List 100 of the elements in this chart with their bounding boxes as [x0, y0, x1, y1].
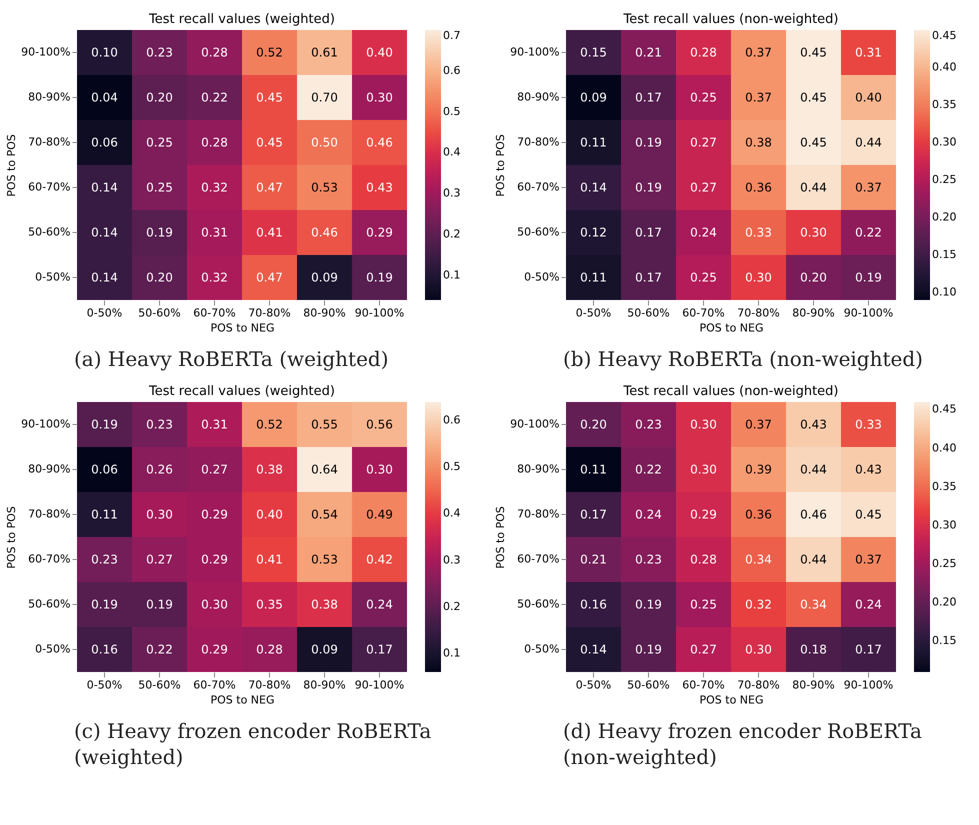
color-bar-label: 0.1 — [443, 268, 460, 282]
data-label: 0.22 — [855, 226, 882, 240]
x-tick-label: 90-100% — [354, 306, 404, 320]
y-tick-label: 70-80% — [517, 508, 560, 520]
data-label: 0.40 — [256, 508, 283, 522]
data-label: 0.21 — [635, 46, 662, 60]
text: (d) Heavy frozen encoder RoBERTa (non-weighted) — [562, 718, 923, 770]
data-label: 0.44 — [800, 462, 827, 476]
y-tick-label: 80-90% — [28, 462, 70, 476]
data-label: 0.31 — [201, 226, 228, 240]
data-label: 0.24 — [690, 226, 717, 240]
y-tick-label: 90-100% — [21, 418, 70, 430]
data-label: 0.14 — [580, 180, 607, 194]
data-label: 0.42 — [366, 552, 393, 566]
x-axis-title: POS to NEG — [210, 694, 275, 706]
x-tick-label: 80-90% — [303, 678, 346, 692]
x-tick-label: 60-70% — [682, 678, 725, 692]
y-tick-label: 90-100% — [21, 46, 70, 58]
color-bar-label: 0.15 — [932, 248, 956, 261]
data-label: 0.14 — [91, 180, 118, 194]
data-label: 0.23 — [146, 46, 173, 60]
color-bar-label: 0.35 — [932, 480, 956, 493]
data-label: 0.33 — [745, 226, 772, 240]
data-label: 0.25 — [690, 90, 717, 104]
color-bar-label: 0.35 — [932, 98, 956, 111]
x-tick-label: 0-50% — [576, 678, 612, 692]
data-label: 0.44 — [800, 552, 827, 566]
data-label: 0.35 — [256, 598, 283, 612]
color-bar-label: 0.7 — [443, 29, 460, 42]
color-bar-label: 0.2 — [443, 228, 460, 241]
data-label: 0.45 — [800, 90, 827, 104]
data-label: 0.45 — [800, 46, 827, 60]
data-label: 0.49 — [366, 508, 393, 522]
data-label: 0.17 — [855, 642, 882, 656]
data-label: 0.44 — [855, 136, 882, 150]
y-tick-label: 90-100% — [510, 418, 560, 430]
x-tick-label: 50-60% — [138, 678, 181, 692]
color-bar-label: 0.10 — [932, 286, 956, 298]
data-label: 0.20 — [800, 270, 827, 284]
y-tick-label: 70-80% — [28, 508, 70, 520]
data-label: 0.23 — [91, 552, 118, 566]
data-label: 0.34 — [800, 598, 827, 612]
data-label: 0.30 — [366, 90, 393, 104]
data-label: 0.19 — [91, 598, 118, 612]
data-label: 0.30 — [201, 598, 228, 612]
data-label: 0.30 — [690, 418, 717, 432]
chart-title: Test recall values (non-weighted) — [622, 12, 839, 27]
color-bar-label: 0.40 — [932, 441, 956, 454]
data-label: 0.34 — [745, 552, 772, 566]
text: (a) Heavy RoBERTa (weighted) — [73, 346, 390, 372]
data-label: 0.29 — [201, 552, 228, 566]
data-label: 0.16 — [580, 598, 607, 612]
x-tick-label: 60-70% — [193, 678, 236, 692]
data-label: 0.45 — [855, 508, 882, 522]
x-tick-label: 50-60% — [138, 306, 181, 320]
data-label: 0.53 — [311, 552, 338, 566]
data-label: 0.16 — [91, 642, 118, 656]
y-axis-title: POS to POS — [494, 134, 508, 197]
data-label: 0.24 — [855, 598, 882, 612]
x-axis-title: POS to NEG — [699, 694, 764, 706]
color-bar-label: 0.45 — [932, 402, 956, 416]
y-tick-label: 80-90% — [28, 90, 70, 104]
data-label: 0.36 — [745, 508, 772, 522]
data-label: 0.17 — [635, 270, 662, 284]
x-tick-label: 50-60% — [627, 678, 670, 692]
y-tick-label: 0-50% — [524, 270, 560, 284]
data-label: 0.47 — [256, 180, 283, 194]
x-axis-title: POS to NEG — [699, 322, 764, 334]
data-label: 0.22 — [201, 90, 228, 104]
data-label: 0.46 — [800, 508, 827, 522]
color-bar-label: 0.6 — [443, 414, 460, 427]
data-label: 0.17 — [580, 508, 607, 522]
data-label: 0.54 — [311, 508, 338, 522]
data-label: 0.32 — [201, 180, 228, 194]
x-tick-label: 80-90% — [303, 306, 346, 320]
color-bar-label: 0.25 — [932, 173, 956, 186]
y-tick-label: 80-90% — [517, 462, 560, 476]
data-label: 0.04 — [91, 90, 118, 104]
data-label: 0.10 — [91, 46, 118, 60]
data-label: 0.19 — [635, 642, 662, 656]
x-axis-title: POS to NEG — [210, 322, 275, 334]
x-tick-label: 70-80% — [248, 678, 291, 692]
data-label: 0.09 — [580, 90, 607, 104]
x-tick-label: 90-100% — [354, 678, 404, 692]
color-bar-label: 0.4 — [443, 146, 460, 159]
data-label: 0.30 — [366, 462, 393, 476]
y-tick-label: 60-70% — [28, 180, 70, 194]
data-label: 0.09 — [311, 270, 338, 284]
data-label: 0.09 — [311, 642, 338, 656]
data-label: 0.11 — [580, 136, 607, 150]
y-tick-label: 80-90% — [517, 90, 560, 104]
y-tick-label: 50-60% — [517, 226, 560, 238]
data-label: 0.33 — [855, 418, 882, 432]
data-label: 0.30 — [146, 508, 173, 522]
data-label: 0.43 — [855, 462, 882, 476]
data-label: 0.36 — [745, 180, 772, 194]
color-bar-label: 0.3 — [443, 186, 460, 200]
data-label: 0.37 — [745, 418, 772, 432]
color-bar-label: 0.30 — [932, 136, 956, 148]
data-label: 0.11 — [580, 270, 607, 284]
